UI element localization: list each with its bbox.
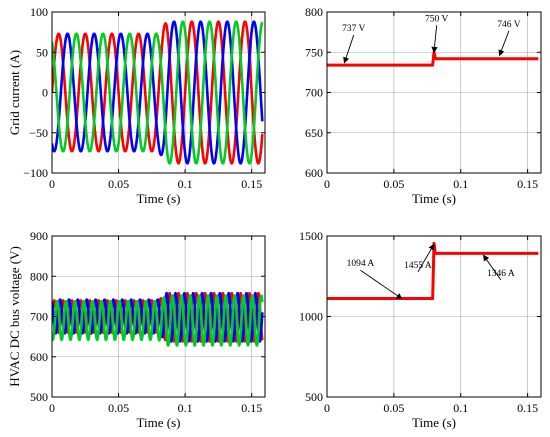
annotation-label: 750 V <box>425 14 448 24</box>
y-tick-label: 900 <box>30 229 48 243</box>
x-tick-label: 0 <box>324 401 330 415</box>
annotation-label: 737 V <box>342 24 365 34</box>
x-axis-label: Time (s) <box>412 191 456 206</box>
annotation-label: 746 V <box>497 20 520 30</box>
y-tick-label: 1000 <box>299 310 323 324</box>
y-tick-label: 100 <box>30 5 48 19</box>
series-line-blue <box>52 20 264 165</box>
x-tick-label: 0.05 <box>108 401 129 415</box>
x-tick-label: 0 <box>324 177 330 191</box>
x-axis-label: Time (s) <box>137 191 181 206</box>
x-tick-label: 0.15 <box>241 401 262 415</box>
y-tick-label: 700 <box>30 310 48 324</box>
y-tick-label: 750 <box>305 45 323 59</box>
y-tick-label: 600 <box>305 166 323 180</box>
x-tick-label: 0.05 <box>383 401 404 415</box>
y-tick-label: 0 <box>42 86 48 100</box>
x-axis-label: Time (s) <box>137 415 181 430</box>
annotation-arrow <box>431 25 438 54</box>
y-tick-label: 650 <box>305 126 323 140</box>
x-tick-label: 0 <box>49 177 55 191</box>
series-line-green <box>52 294 264 347</box>
x-tick-label: 0.1 <box>178 177 193 191</box>
x-tick-label: 0.15 <box>241 177 262 191</box>
annotation-arrow <box>343 34 355 64</box>
y-axis-label: HVAC DC bus voltage (V) <box>7 246 22 387</box>
y-tick-label: 50 <box>36 45 48 59</box>
x-axis-label: Time (s) <box>412 415 456 430</box>
chart-bl: 0 0.05 0.1 0.15 500 600 700 800 900 Time (s) HVAC … <box>7 229 266 430</box>
y-tick-label: −50 <box>29 126 48 140</box>
x-tick-label: 0.15 <box>517 177 538 191</box>
annotation-label: 1455 A <box>404 261 432 271</box>
x-tick-label: 0.05 <box>108 177 129 191</box>
series-line-red <box>327 50 539 67</box>
x-tick-label: 0.1 <box>453 177 468 191</box>
annotation-label: 1346 A <box>487 269 515 279</box>
annotation-arrow <box>498 30 510 57</box>
y-tick-label: 500 <box>305 390 323 404</box>
y-tick-label: −100 <box>23 166 48 180</box>
annotation-arrow <box>360 269 403 300</box>
annotation-arrow <box>417 243 435 273</box>
x-tick-label: 0 <box>49 401 55 415</box>
y-tick-label: 600 <box>30 350 48 364</box>
x-tick-label: 0.05 <box>383 177 404 191</box>
chart-tr: 0 0.05 0.1 0.15 600 650 700 750 800 Time (s) 737 V… <box>305 5 542 206</box>
x-tick-label: 0.1 <box>178 401 193 415</box>
annotation-arrow <box>482 254 502 281</box>
annotation-label: 1094 A <box>347 259 375 269</box>
y-tick-label: 500 <box>30 390 48 404</box>
series-line-green <box>52 20 264 165</box>
y-axis-label: Grid current (A) <box>7 50 22 135</box>
chart-br: 0 0.05 0.1 0.15 500 1000 1500 Time (s) 1094 A 145… <box>299 229 542 430</box>
x-tick-label: 0.15 <box>517 401 538 415</box>
y-tick-label: 700 <box>305 86 323 100</box>
x-tick-label: 0.1 <box>453 401 468 415</box>
y-tick-label: 1500 <box>299 229 323 243</box>
y-tick-label: 800 <box>305 5 323 19</box>
y-tick-label: 800 <box>30 269 48 283</box>
chart-tl: 0 0.05 0.1 0.15 −100 −50 0 50 100 Time (s) Grid cu… <box>7 5 266 206</box>
